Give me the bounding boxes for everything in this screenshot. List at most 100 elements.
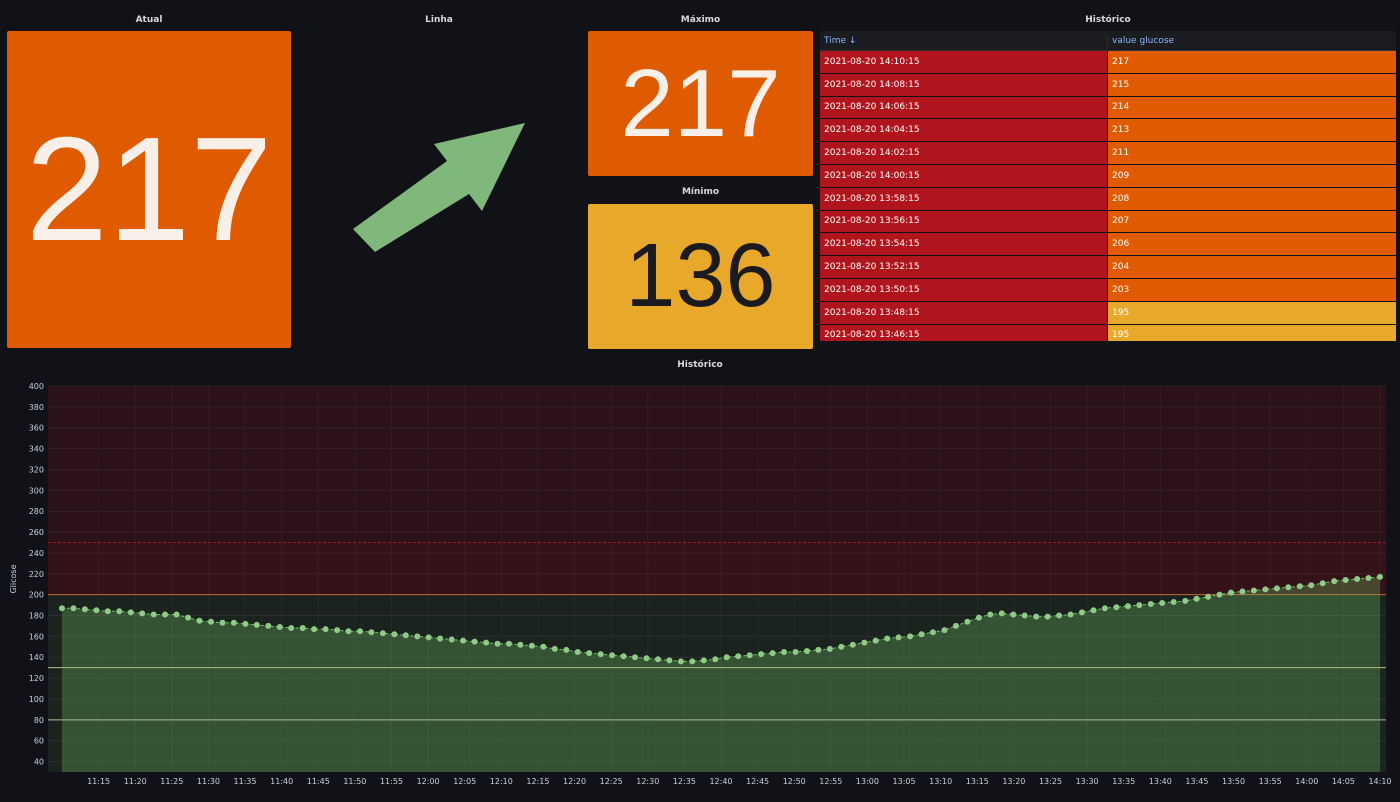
x-tick-label: 12:15 <box>526 777 549 786</box>
y-tick-label: 220 <box>29 570 44 579</box>
x-tick-label: 13:40 <box>1149 777 1172 786</box>
data-point <box>1342 577 1349 583</box>
value-cell: 217 <box>1107 51 1396 73</box>
data-point <box>975 614 982 621</box>
data-point <box>219 619 226 626</box>
data-point <box>276 624 283 630</box>
data-point <box>1296 583 1303 590</box>
x-tick-label: 14:10 <box>1368 777 1391 786</box>
data-point <box>242 620 249 627</box>
linha-trend-panel[interactable] <box>297 31 581 348</box>
table-header: Time ↓ value glucose <box>820 31 1396 51</box>
data-point <box>781 649 787 655</box>
data-point <box>357 628 363 635</box>
data-point <box>941 627 948 634</box>
table-row: 2021-08-20 13:52:15 204 <box>820 256 1396 279</box>
data-point <box>1113 604 1120 611</box>
band-elevated <box>48 542 1386 595</box>
time-cell: 2021-08-20 13:50:15 <box>820 278 1107 301</box>
table-row: 2021-08-20 14:00:15 209 <box>820 164 1396 188</box>
x-tick-label: 11:15 <box>87 777 110 786</box>
time-cell: 2021-08-20 14:06:15 <box>820 96 1107 119</box>
linha-title: Linha <box>425 15 453 25</box>
time-cell: 2021-08-20 13:56:15 <box>820 210 1107 233</box>
maximo-stat-panel[interactable]: 217 <box>588 31 813 176</box>
y-tick-label: 320 <box>29 465 44 474</box>
x-tick-label: 11:20 <box>124 777 147 786</box>
time-cell: 2021-08-20 14:02:15 <box>820 142 1107 164</box>
data-point <box>253 621 260 628</box>
historico-chart-title: Histórico <box>677 360 723 370</box>
data-point <box>1193 595 1200 602</box>
data-point <box>230 619 237 626</box>
table-row: 2021-08-20 13:46:15 195 <box>820 324 1396 341</box>
y-tick-label: 200 <box>29 591 44 600</box>
column-header-time[interactable]: Time ↓ <box>824 35 857 46</box>
data-point <box>116 608 123 615</box>
x-tick-label: 13:00 <box>856 777 879 786</box>
data-point <box>952 622 959 629</box>
y-tick-label: 40 <box>34 758 44 767</box>
data-point <box>59 605 65 612</box>
x-tick-label: 14:00 <box>1295 777 1318 786</box>
historico-table-title: Histórico <box>1085 15 1131 25</box>
maximo-title: Máximo <box>680 15 721 25</box>
data-point <box>597 651 604 658</box>
band-high <box>48 386 1386 543</box>
table-row: 2021-08-20 14:06:15 214 <box>820 96 1396 120</box>
y-tick-label: 80 <box>34 716 44 725</box>
atual-stat-panel[interactable]: 217 <box>7 31 291 348</box>
x-tick-label: 13:25 <box>1039 777 1062 786</box>
time-cell: 2021-08-20 13:58:15 <box>820 187 1107 210</box>
value-cell: 204 <box>1107 256 1396 278</box>
glucose-chart-svg: 40 60 80 100 120 140 160 180 200 220 240 260 280 300 3… <box>9 382 1392 786</box>
x-tick-label: 12:50 <box>783 777 806 786</box>
y-tick-label: 100 <box>29 695 44 704</box>
data-point <box>311 626 318 633</box>
data-point <box>1090 607 1097 614</box>
data-point <box>815 646 822 653</box>
data-point <box>826 645 833 652</box>
data-point <box>334 627 341 634</box>
table-row: 2021-08-20 13:58:15 208 <box>820 187 1396 211</box>
data-point <box>70 605 77 612</box>
data-point <box>1067 611 1074 618</box>
data-point <box>1331 578 1338 585</box>
data-point <box>448 636 455 643</box>
data-point <box>907 633 914 640</box>
time-cell: 2021-08-20 13:46:15 <box>820 324 1107 341</box>
minimo-stat-panel[interactable]: 136 <box>588 204 813 349</box>
x-tick-label: 13:50 <box>1222 777 1245 786</box>
minimo-value: 136 <box>625 226 776 326</box>
data-point <box>139 610 146 617</box>
x-tick-label: 12:00 <box>417 777 440 786</box>
table-row: 2021-08-20 14:10:15 217 <box>820 51 1396 74</box>
data-point <box>185 614 192 621</box>
data-point <box>127 609 134 616</box>
y-tick-label: 340 <box>29 445 44 454</box>
data-point <box>758 651 765 658</box>
x-tick-label: 12:10 <box>490 777 513 786</box>
time-cell: 2021-08-20 14:08:15 <box>820 73 1107 96</box>
x-tick-label: 12:20 <box>563 777 586 786</box>
data-point <box>196 617 203 624</box>
data-point <box>528 642 535 649</box>
data-point <box>299 625 306 631</box>
data-point <box>735 653 742 660</box>
x-tick-label: 12:45 <box>746 777 769 786</box>
data-point <box>1021 612 1028 619</box>
data-point <box>345 628 352 635</box>
y-tick-label: 140 <box>29 653 44 662</box>
column-header-value[interactable]: value glucose <box>1107 35 1396 46</box>
data-point <box>402 632 409 639</box>
data-point <box>1205 593 1212 600</box>
data-point <box>987 611 994 618</box>
data-point <box>1056 612 1063 619</box>
table-row: 2021-08-20 13:56:15 207 <box>820 210 1396 234</box>
y-tick-label: 360 <box>29 424 44 433</box>
time-cell: 2021-08-20 14:10:15 <box>820 51 1107 73</box>
y-tick-label: 180 <box>29 612 44 621</box>
x-tick-label: 14:05 <box>1332 777 1355 786</box>
y-tick-label: 260 <box>29 528 44 537</box>
time-cell: 2021-08-20 13:48:15 <box>820 301 1107 324</box>
